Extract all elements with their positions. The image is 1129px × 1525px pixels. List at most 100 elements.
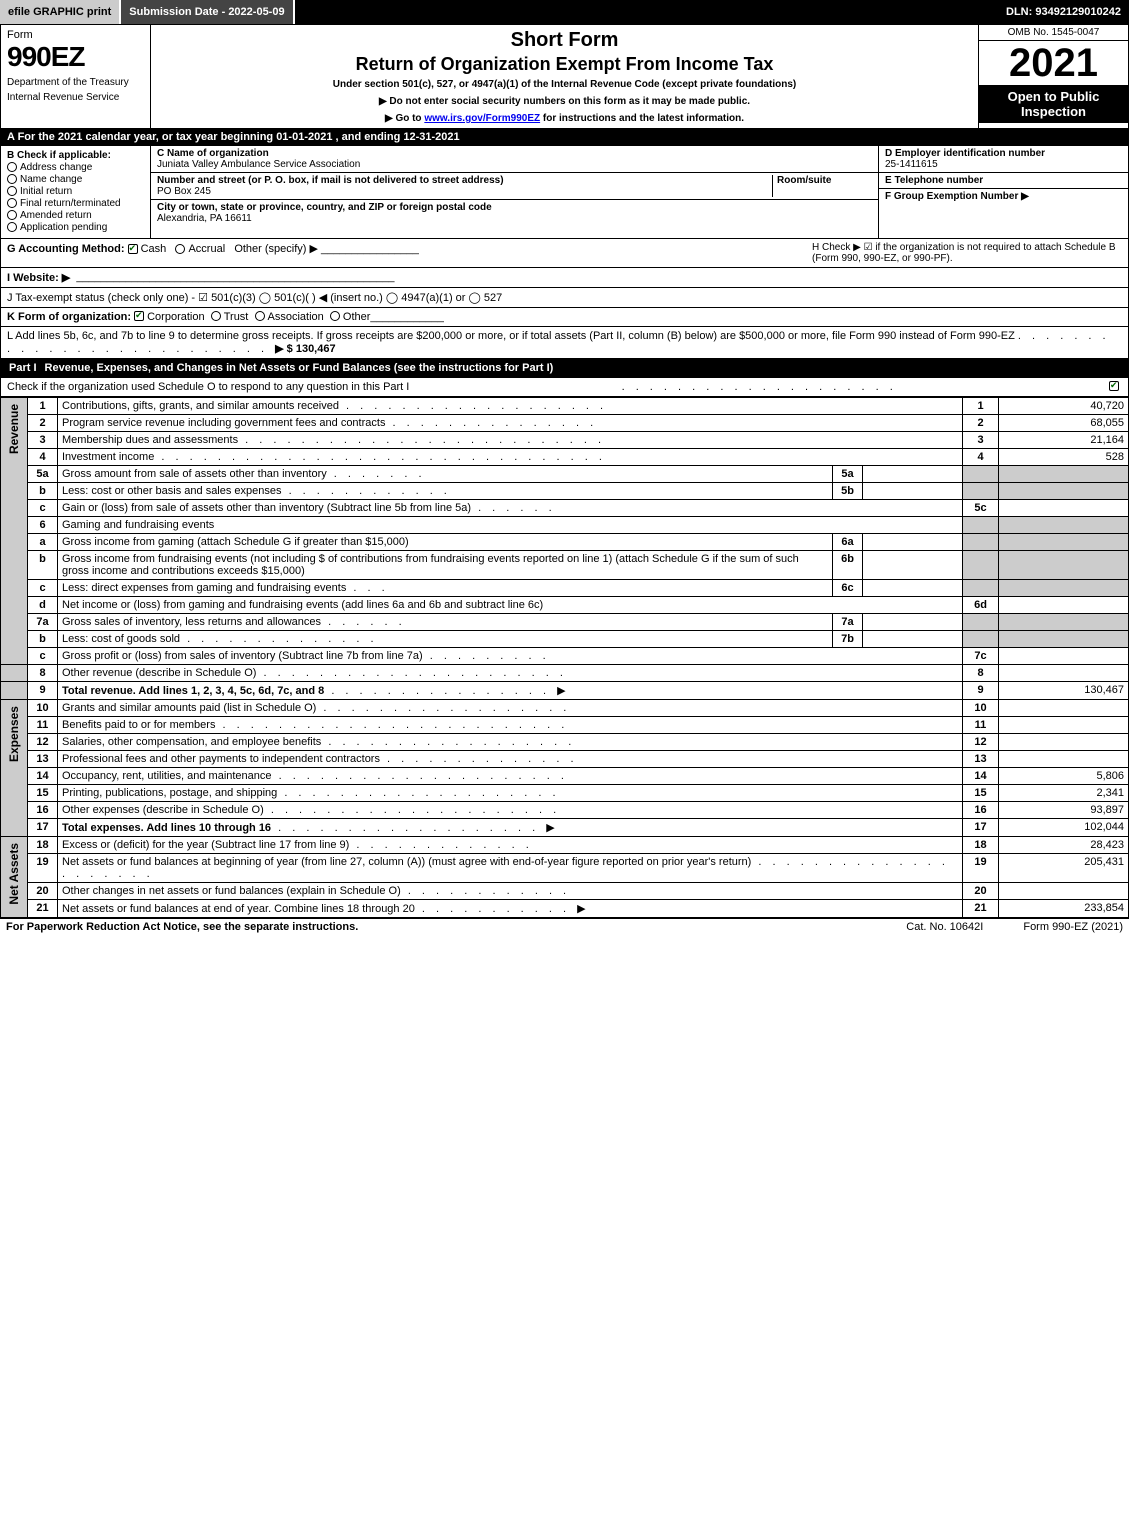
org-city: Alexandria, PA 16611: [157, 213, 252, 224]
efile-print-label[interactable]: efile GRAPHIC print: [0, 0, 121, 24]
section-c: C Name of organization Juniata Valley Am…: [151, 146, 878, 238]
row-a-calendar-year: A For the 2021 calendar year, or tax yea…: [0, 129, 1129, 146]
line-18: Net Assets 18 Excess or (deficit) for th…: [1, 837, 1129, 854]
j-text: J Tax-exempt status (check only one) - ☑…: [7, 291, 502, 304]
open-inspection-badge: Open to Public Inspection: [979, 85, 1128, 123]
c-name-label: C Name of organization: [157, 148, 269, 159]
part-1-check-row: Check if the organization used Schedule …: [0, 378, 1129, 397]
line-6d: d Net income or (loss) from gaming and f…: [1, 597, 1129, 614]
row-g: G Accounting Method: Cash Accrual Other …: [7, 242, 812, 264]
line-15: 15 Printing, publications, postage, and …: [1, 785, 1129, 802]
title-short-form: Short Form: [161, 29, 968, 52]
line-20: 20 Other changes in net assets or fund b…: [1, 883, 1129, 900]
row-a-text: A For the 2021 calendar year, or tax yea…: [7, 131, 460, 143]
line-4: 4 Investment income . . . . . . . . . . …: [1, 449, 1129, 466]
part-1-check-text: Check if the organization used Schedule …: [7, 381, 409, 393]
d-ein-cell: D Employer identification number 25-1411…: [879, 146, 1128, 173]
instruction-ssn: ▶ Do not enter social security numbers o…: [161, 96, 968, 107]
line-7b: b Less: cost of goods sold . . . . . . .…: [1, 631, 1129, 648]
form-word: Form: [7, 29, 144, 41]
e-phone-cell: E Telephone number: [879, 173, 1128, 189]
k-trust: Trust: [224, 311, 249, 323]
chk-name-change[interactable]: Name change: [7, 174, 144, 185]
f-label: F Group Exemption Number ▶: [885, 191, 1029, 202]
chk-amended-return[interactable]: Amended return: [7, 210, 144, 221]
chk-association[interactable]: [255, 311, 265, 321]
d-label: D Employer identification number: [885, 148, 1045, 159]
expenses-vlabel: Expenses: [1, 700, 28, 837]
chk-application-pending[interactable]: Application pending: [7, 222, 144, 233]
line-14: 14 Occupancy, rent, utilities, and maint…: [1, 768, 1129, 785]
k-corp: Corporation: [147, 311, 204, 323]
title-return: Return of Organization Exempt From Incom…: [161, 54, 968, 75]
header-right: OMB No. 1545-0047 2021 Open to Public In…: [978, 25, 1128, 128]
line-21: 21 Net assets or fund balances at end of…: [1, 900, 1129, 918]
chk-schedule-o[interactable]: [1109, 381, 1119, 391]
chk-cash[interactable]: [128, 244, 138, 254]
submission-date-label: Submission Date - 2022-05-09: [121, 0, 294, 24]
c-street-cell: Number and street (or P. O. box, if mail…: [151, 173, 878, 200]
k-assoc: Association: [268, 311, 324, 323]
e-label: E Telephone number: [885, 175, 983, 186]
line-6: 6 Gaming and fundraising events: [1, 517, 1129, 534]
subtitle: Under section 501(c), 527, or 4947(a)(1)…: [161, 79, 968, 90]
header-center: Short Form Return of Organization Exempt…: [151, 25, 978, 128]
chk-address-change[interactable]: Address change: [7, 162, 144, 173]
line-13: 13 Professional fees and other payments …: [1, 751, 1129, 768]
line-5c: c Gain or (loss) from sale of assets oth…: [1, 500, 1129, 517]
header-left: Form 990EZ Department of the Treasury In…: [1, 25, 151, 128]
row-l: L Add lines 5b, 6c, and 7b to line 9 to …: [0, 327, 1129, 359]
chk-other[interactable]: [330, 311, 340, 321]
line-5b: b Less: cost or other basis and sales ex…: [1, 483, 1129, 500]
part-1-table: Revenue 1 Contributions, gifts, grants, …: [0, 397, 1129, 918]
row-j: J Tax-exempt status (check only one) - ☑…: [0, 288, 1129, 308]
line-16: 16 Other expenses (describe in Schedule …: [1, 802, 1129, 819]
irs-link[interactable]: www.irs.gov/Form990EZ: [424, 113, 540, 124]
part-1-title: Revenue, Expenses, and Changes in Net As…: [45, 362, 554, 374]
line-17: 17 Total expenses. Add lines 10 through …: [1, 819, 1129, 837]
top-bar: efile GRAPHIC print Submission Date - 20…: [0, 0, 1129, 24]
footer-paperwork: For Paperwork Reduction Act Notice, see …: [6, 921, 866, 933]
row-k: K Form of organization: Corporation Trus…: [0, 308, 1129, 327]
chk-initial-return[interactable]: Initial return: [7, 186, 144, 197]
dept-irs: Internal Revenue Service: [7, 92, 144, 103]
section-bcdef: B Check if applicable: Address change Na…: [0, 146, 1129, 239]
g-other: Other (specify) ▶: [234, 243, 318, 255]
revenue-vlabel: Revenue: [1, 398, 28, 665]
c-city-label: City or town, state or province, country…: [157, 202, 492, 213]
c-name-cell: C Name of organization Juniata Valley Am…: [151, 146, 878, 173]
instruction-link: ▶ Go to www.irs.gov/Form990EZ for instru…: [161, 113, 968, 124]
f-group-cell: F Group Exemption Number ▶: [879, 189, 1128, 238]
g-cash: Cash: [141, 243, 167, 255]
line-9: 9 Total revenue. Add lines 1, 2, 3, 4, 5…: [1, 682, 1129, 700]
line-3: 3 Membership dues and assessments . . . …: [1, 432, 1129, 449]
line-19: 19 Net assets or fund balances at beginn…: [1, 854, 1129, 883]
g-label: G Accounting Method:: [7, 243, 125, 255]
goto-suffix: for instructions and the latest informat…: [540, 113, 744, 124]
line-11: 11 Benefits paid to or for members . . .…: [1, 717, 1129, 734]
form-number: 990EZ: [7, 41, 144, 73]
section-def: D Employer identification number 25-1411…: [878, 146, 1128, 238]
chk-corporation[interactable]: [134, 311, 144, 321]
i-label: I Website: ▶: [7, 271, 70, 284]
page-footer: For Paperwork Reduction Act Notice, see …: [0, 918, 1129, 935]
line-5a: 5a Gross amount from sale of assets othe…: [1, 466, 1129, 483]
org-street: PO Box 245: [157, 186, 211, 197]
omb-number: OMB No. 1545-0047: [979, 25, 1128, 41]
line-12: 12 Salaries, other compensation, and emp…: [1, 734, 1129, 751]
part-1-label: Part I: [9, 362, 45, 374]
dln-label: DLN: 93492129010242: [998, 0, 1129, 24]
chk-trust[interactable]: [211, 311, 221, 321]
c-city-cell: City or town, state or province, country…: [151, 200, 878, 226]
dept-treasury: Department of the Treasury: [7, 77, 144, 88]
row-i: I Website: ▶ ___________________________…: [0, 268, 1129, 288]
line-7a: 7a Gross sales of inventory, less return…: [1, 614, 1129, 631]
l-text: L Add lines 5b, 6c, and 7b to line 9 to …: [7, 330, 1015, 342]
k-label: K Form of organization:: [7, 311, 131, 323]
line-6a: a Gross income from gaming (attach Sched…: [1, 534, 1129, 551]
netassets-vlabel: Net Assets: [1, 837, 28, 918]
chk-final-return[interactable]: Final return/terminated: [7, 198, 144, 209]
chk-accrual[interactable]: [175, 244, 185, 254]
g-accrual: Accrual: [188, 243, 225, 255]
part-1-header: Part I Revenue, Expenses, and Changes in…: [0, 359, 1129, 378]
